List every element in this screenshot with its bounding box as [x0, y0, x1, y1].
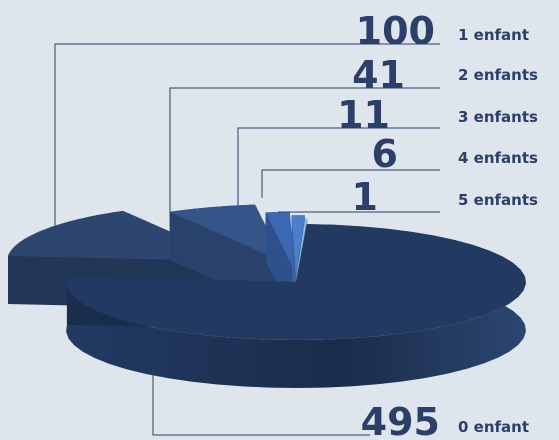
- slice-top: [265, 211, 295, 270]
- leader-line: [169, 87, 440, 218]
- leader-line: [152, 365, 370, 436]
- category-label: 4 enfants: [458, 149, 538, 167]
- slice-top: [169, 204, 284, 263]
- category-label: 1 enfant: [458, 26, 529, 44]
- category-label: 2 enfants: [458, 66, 538, 84]
- category-label: 5 enfants: [458, 191, 538, 209]
- leader-line: [54, 43, 440, 230]
- value-label: 495: [361, 400, 440, 440]
- leader-line: [261, 169, 440, 198]
- value-label: 1: [352, 175, 378, 219]
- slice-top: [66, 224, 526, 340]
- value-label: 41: [352, 53, 405, 97]
- category-label: 0 enfant: [458, 418, 529, 436]
- slice-top: [296, 218, 308, 277]
- category-label: 3 enfants: [458, 108, 538, 126]
- slice-top: [291, 215, 305, 274]
- value-label: 6: [372, 132, 398, 176]
- value-label: 11: [337, 93, 390, 137]
- leader-line: [237, 127, 440, 205]
- value-label: 100: [356, 9, 435, 53]
- pie-slice-0-enfant: [66, 224, 526, 388]
